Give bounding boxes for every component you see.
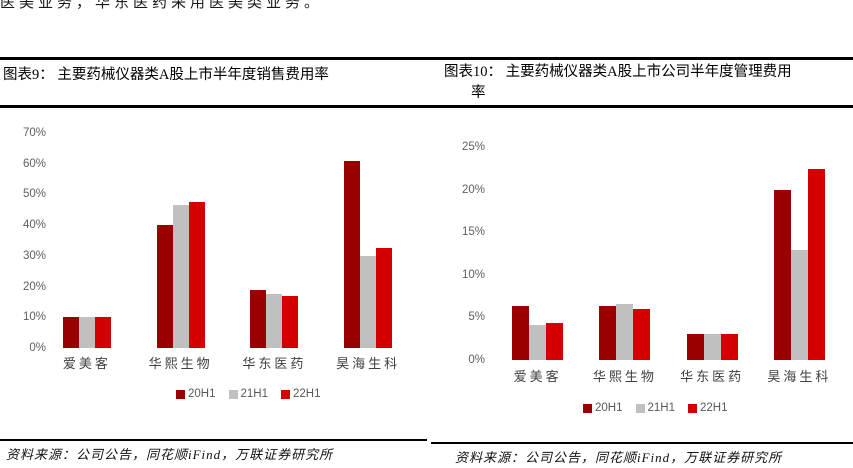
figure10-source: 资料来源：公司公告，同花顺iFind，万联证券研究所 — [455, 450, 783, 465]
bar-22H1-华熙生物 — [633, 308, 651, 360]
clipped-paragraph: 医美业务，华东医药采用医美类业务。 — [0, 0, 500, 9]
clipped-paragraph-text: 医美业务，华东医药采用医美类业务。 — [0, 0, 324, 9]
y-axis-tick-label: 10% — [461, 268, 485, 281]
legend-item-22H1: 22H1 — [281, 388, 321, 400]
bar-22H1-华熙生物 — [188, 202, 205, 348]
figure9-title-text: 图表9： 主要药械仪器类A股上市半年度销售费用率 — [3, 67, 329, 83]
bar-22H1-爱美客 — [546, 322, 564, 360]
x-axis-category-label: 华熙生物 — [592, 369, 657, 384]
y-axis-tick-label: 50% — [22, 188, 46, 201]
bar-20H1-爱美客 — [62, 317, 79, 348]
rule-above-source-left — [0, 439, 427, 441]
legend-swatch-icon — [176, 389, 185, 399]
bar-20H1-华熙生物 — [599, 306, 617, 360]
y-axis-tick-label: 0% — [468, 354, 485, 366]
figure10-title: 图表10： 主要药械仪器类A股上市公司半年度管理费用 率 — [444, 62, 853, 104]
legend-swatch-icon — [583, 403, 592, 413]
bar-21H1-华东医药 — [266, 294, 283, 348]
legend-item-21H1: 21H1 — [635, 402, 676, 414]
bar-20H1-华东医药 — [250, 289, 267, 348]
bar-21H1-昊海生科 — [790, 250, 808, 360]
bar-20H1-昊海生科 — [773, 189, 791, 360]
chart-sales-expense-ratio: 0% 10% 20% 30% 40% 50% 60% 70% 爱美客 华熙生物 华东医药 昊海生科 20… — [0, 125, 426, 421]
bar-21H1-昊海生科 — [360, 255, 377, 348]
y-axis-tick-label: 25% — [461, 141, 485, 153]
bar-20H1-爱美客 — [512, 306, 530, 360]
legend-swatch-icon — [688, 403, 697, 413]
y-axis-tick-label: 60% — [22, 157, 46, 170]
x-axis-category-label: 华东医药 — [680, 369, 745, 384]
y-axis-tick-label: 10% — [22, 311, 46, 324]
y-axis-tick-label: 20% — [461, 183, 485, 196]
legend-label: 20H1 — [188, 388, 216, 400]
x-axis-category-label: 爱美客 — [62, 356, 111, 371]
legend-label: 20H1 — [595, 402, 623, 414]
legend-label: 22H1 — [700, 402, 728, 414]
rule-above-source-right — [431, 442, 853, 444]
chart-legend: 20H1 21H1 22H1 — [176, 388, 321, 400]
figure10-title-line2: 率 — [471, 85, 486, 101]
figure9-title: 图表9： 主要药械仪器类A股上市半年度销售费用率 — [3, 65, 413, 86]
y-axis-tick-label: 40% — [22, 219, 46, 232]
bar-22H1-爱美客 — [94, 317, 111, 348]
x-axis-category-label: 华东医药 — [242, 356, 307, 371]
legend-label: 21H1 — [647, 402, 676, 414]
legend-label: 22H1 — [293, 388, 321, 400]
bar-22H1-昊海生科 — [807, 169, 825, 360]
y-axis-tick-label: 30% — [22, 249, 46, 262]
legend-label: 21H1 — [240, 388, 269, 400]
legend-item-20H1: 20H1 — [176, 388, 216, 400]
bar-20H1-华东医药 — [686, 334, 704, 360]
bar-20H1-昊海生科 — [344, 160, 361, 348]
rule-below-titles — [0, 105, 853, 108]
legend-swatch-icon — [281, 389, 290, 399]
y-axis-tick-label: 5% — [468, 311, 485, 324]
bar-21H1-华熙生物 — [172, 205, 189, 348]
bar-20H1-华熙生物 — [156, 225, 173, 348]
x-axis-category-label: 昊海生科 — [767, 369, 832, 384]
x-axis-category-label: 昊海生科 — [336, 356, 401, 371]
y-axis-tick-label: 20% — [22, 280, 46, 293]
bar-22H1-华东医药 — [282, 295, 299, 348]
y-axis-tick-label: 70% — [22, 127, 46, 139]
bar-21H1-华东医药 — [703, 334, 721, 360]
bar-22H1-华东医药 — [720, 333, 738, 360]
legend-swatch-icon — [635, 403, 645, 413]
legend-item-20H1: 20H1 — [583, 402, 623, 414]
y-axis-tick-label: 0% — [29, 342, 46, 354]
rule-top — [0, 57, 853, 60]
chart-admin-expense-ratio: 0% 5% 10% 15% 20% 25% 爱美客 华熙生物 华东医药 昊海生科 20H1 21H1 2… — [427, 125, 853, 421]
x-axis-category-label: 华熙生物 — [148, 356, 213, 371]
bar-21H1-华熙生物 — [616, 303, 634, 360]
legend-item-22H1: 22H1 — [688, 402, 728, 414]
bar-21H1-爱美客 — [529, 325, 547, 360]
bar-22H1-昊海生科 — [376, 248, 393, 348]
chart-legend: 20H1 21H1 22H1 — [583, 402, 728, 414]
legend-item-21H1: 21H1 — [228, 388, 269, 400]
legend-swatch-icon — [228, 389, 238, 399]
figure10-title-line1: 图表10： 主要药械仪器类A股上市公司半年度管理费用 — [444, 64, 792, 80]
bar-21H1-爱美客 — [78, 317, 95, 348]
x-axis-category-label: 爱美客 — [513, 369, 562, 384]
y-axis-tick-label: 15% — [461, 226, 485, 239]
figure9-source: 资料来源：公司公告，同花顺iFind，万联证券研究所 — [6, 447, 334, 462]
